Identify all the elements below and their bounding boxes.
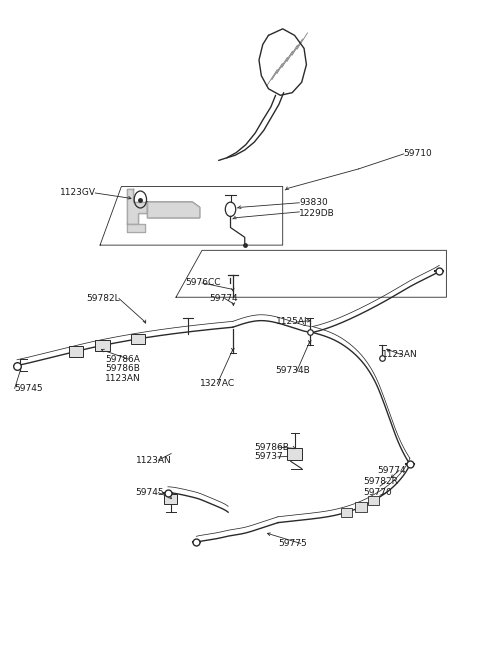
Text: 59786B: 59786B	[105, 365, 140, 373]
Bar	[288, 448, 301, 460]
Text: 59734B: 59734B	[276, 367, 311, 375]
Bar	[96, 340, 109, 351]
Text: 59775: 59775	[278, 539, 307, 548]
Text: 59745: 59745	[14, 384, 43, 393]
Bar	[368, 496, 380, 505]
Polygon shape	[147, 202, 200, 217]
Text: 59737: 59737	[254, 452, 283, 461]
Text: 59745: 59745	[136, 488, 164, 497]
Text: 59774: 59774	[378, 466, 406, 475]
Text: 1327AC: 1327AC	[200, 379, 235, 388]
Text: 5976CC: 5976CC	[185, 279, 221, 287]
Text: 93830: 93830	[300, 198, 328, 207]
Bar	[69, 346, 84, 357]
Text: 1123AN: 1123AN	[105, 374, 141, 383]
Text: 1229DB: 1229DB	[300, 210, 335, 218]
Text: 59710: 59710	[404, 149, 432, 158]
Text: 59786A: 59786A	[105, 355, 140, 363]
Bar	[131, 334, 145, 344]
Text: 1123GV: 1123GV	[60, 189, 96, 198]
Text: 1125AJ: 1125AJ	[276, 317, 307, 327]
Text: 1123AN: 1123AN	[136, 455, 171, 464]
Text: 59782R: 59782R	[363, 477, 398, 486]
Text: 59786B: 59786B	[254, 443, 289, 451]
Text: 59774: 59774	[209, 294, 238, 303]
Bar	[355, 503, 367, 512]
Polygon shape	[127, 224, 145, 232]
Text: 59782L: 59782L	[86, 294, 120, 303]
Polygon shape	[127, 189, 147, 224]
Text: 1123AN: 1123AN	[383, 350, 418, 359]
Bar	[164, 494, 178, 505]
Bar	[341, 508, 352, 517]
Text: 59770: 59770	[363, 488, 392, 497]
